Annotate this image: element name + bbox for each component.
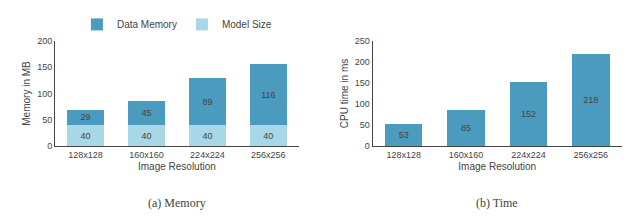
- svg-text:152: 152: [521, 109, 536, 119]
- svg-text:160x160: 160x160: [129, 150, 164, 160]
- svg-text:128x128: 128x128: [68, 150, 103, 160]
- svg-text:200: 200: [37, 36, 52, 46]
- svg-text:50: 50: [42, 115, 52, 125]
- svg-text:45: 45: [141, 108, 151, 118]
- svg-text:150: 150: [37, 62, 52, 72]
- svg-text:85: 85: [461, 123, 471, 133]
- svg-text:Image Resolution: Image Resolution: [458, 161, 536, 172]
- svg-text:29: 29: [80, 112, 90, 122]
- svg-text:116: 116: [261, 90, 275, 100]
- svg-text:40: 40: [202, 131, 212, 141]
- svg-text:40: 40: [80, 131, 90, 141]
- svg-text:Image Resolution: Image Resolution: [138, 161, 216, 172]
- svg-text:256x256: 256x256: [574, 150, 609, 160]
- svg-text:53: 53: [399, 130, 409, 140]
- svg-text:250: 250: [355, 36, 370, 46]
- svg-text:0: 0: [365, 141, 370, 151]
- svg-text:150: 150: [355, 78, 370, 88]
- svg-text:160x160: 160x160: [449, 150, 484, 160]
- svg-text:40: 40: [263, 131, 273, 141]
- svg-text:200: 200: [355, 57, 370, 67]
- svg-text:Memory in MB: Memory in MB: [21, 61, 32, 126]
- svg-text:224x224: 224x224: [190, 150, 225, 160]
- svg-text:(a) Memory: (a) Memory: [148, 196, 206, 210]
- svg-text:0: 0: [47, 141, 52, 151]
- svg-text:128x128: 128x128: [386, 150, 421, 160]
- svg-text:218: 218: [583, 95, 598, 105]
- svg-text:89: 89: [202, 97, 212, 107]
- svg-text:CPU time in ms: CPU time in ms: [339, 59, 350, 128]
- svg-text:256x256: 256x256: [251, 150, 286, 160]
- svg-text:100: 100: [37, 89, 52, 99]
- svg-text:Model Size: Model Size: [222, 19, 272, 30]
- svg-text:40: 40: [141, 131, 151, 141]
- svg-text:224x224: 224x224: [511, 150, 546, 160]
- svg-text:100: 100: [355, 99, 370, 109]
- svg-text:(b) Time: (b) Time: [476, 196, 518, 210]
- svg-text:50: 50: [360, 120, 370, 130]
- svg-text:Data Memory: Data Memory: [117, 19, 177, 30]
